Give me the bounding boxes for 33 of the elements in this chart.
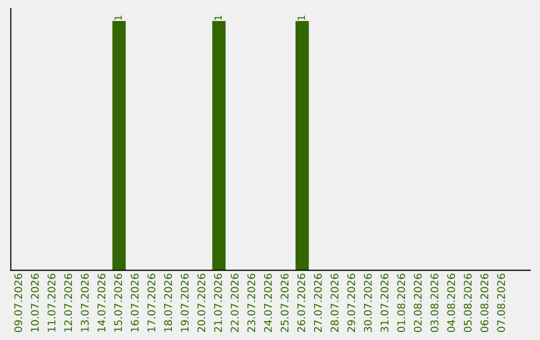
x-tick-label: 15.07.2026 [114, 274, 122, 332]
x-tick-label: 26.07.2026 [297, 274, 306, 332]
x-tick-label: 23.07.2026 [247, 274, 256, 332]
x-tick-label: 31.07.2026 [380, 274, 388, 332]
x-tick-label: 01.08.2026 [397, 274, 406, 332]
x-tick-label: 07.08.2026 [497, 274, 505, 332]
x-tick-label: 09.07.2026 [14, 274, 22, 332]
x-tick-label: 12.07.2026 [64, 274, 72, 332]
x-tick-label: 06.08.2026 [480, 274, 488, 332]
x-tick-label: 16.07.2026 [130, 274, 139, 332]
x-tick-label: 03.08.2026 [430, 274, 438, 332]
x-tick-label: 22.07.2026 [230, 274, 239, 332]
x-tick-label: 02.08.2026 [414, 274, 422, 332]
data-label: 1 [298, 16, 305, 20]
x-tick-label: 21.07.2026 [214, 274, 222, 332]
x-tick-label: 11.07.2026 [48, 274, 56, 332]
x-tick-label: 19.07.2026 [180, 274, 189, 332]
x-tick-label: 10.07.2026 [30, 274, 39, 332]
x-tick-label: 29.07.2026 [347, 274, 356, 332]
x-tick-label: 20.07.2026 [197, 274, 206, 332]
x-tick-label: 13.07.2026 [80, 274, 89, 332]
x-tick-label: 30.07.2026 [364, 274, 372, 332]
x-tick-label: 14.07.2026 [98, 274, 106, 332]
x-tick-label: 24.07.2026 [264, 274, 272, 332]
x-tick-label: 04.08.2026 [447, 274, 456, 332]
x-tick-label: 18.07.2026 [164, 274, 172, 332]
data-label: 1 [214, 16, 222, 20]
x-tick-label: 25.07.2026 [280, 274, 289, 332]
data-label: 1 [114, 16, 122, 20]
x-tick-label: 17.07.2026 [147, 274, 156, 332]
x-tick-label: 27.07.2026 [314, 274, 322, 332]
x-tick-label: 28.07.2026 [330, 274, 338, 332]
x-tick-label: 05.08.2026 [464, 274, 472, 332]
